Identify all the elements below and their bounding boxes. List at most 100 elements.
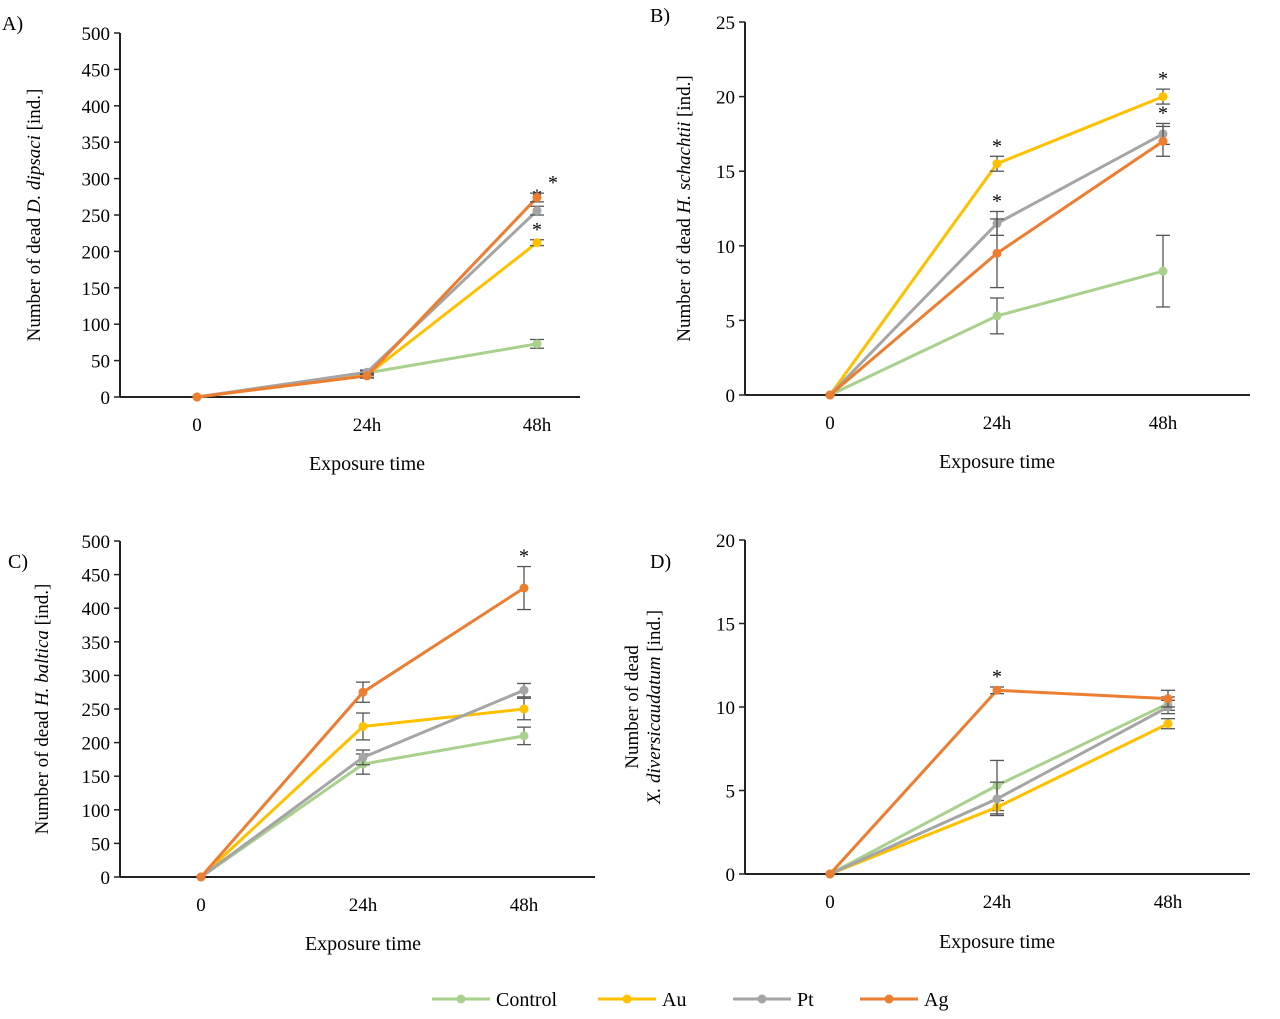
x-tick-label: 24h: [983, 892, 1012, 913]
series-pt: *: [192, 185, 544, 402]
data-point: [519, 731, 529, 741]
y-tick-label: 25: [716, 13, 735, 34]
y-tick-label: 0: [726, 386, 736, 407]
x-axis-title: Exposure time: [305, 933, 421, 955]
x-tick-label: 0: [825, 413, 835, 434]
data-point: [519, 583, 529, 593]
x-tick-label: 48h: [523, 415, 552, 436]
y-tick-label: 20: [716, 531, 735, 552]
y-axis-title: X. diversicaudatum [ind.]: [644, 610, 665, 805]
x-tick-label: 48h: [1149, 413, 1178, 434]
y-tick-label: 250: [82, 700, 111, 721]
legend-item-au: Au: [598, 989, 686, 1011]
y-tick-label: 100: [82, 315, 111, 336]
x-tick-label: 24h: [349, 895, 378, 916]
series-ag: [825, 125, 1170, 400]
x-tick-label: 0: [192, 415, 202, 436]
y-axis-title: Number of dead H. baltica [ind.]: [32, 584, 53, 835]
legend-item-ag: Ag: [860, 989, 948, 1011]
panel-label: A): [2, 13, 23, 35]
data-point: [1158, 136, 1168, 146]
series-au: **: [825, 68, 1170, 400]
panel-b: B) 0 5 10 15 20 25 0 24h 48h Exposure time Number o…: [650, 5, 1250, 473]
y-axis-title: Number of dead D. dipsaci [ind.]: [24, 89, 45, 342]
y-axis-title-part: [ind.]: [674, 75, 695, 121]
series-pt: [196, 682, 531, 882]
series-ag: *: [196, 546, 531, 882]
y-tick-label: 20: [716, 88, 735, 109]
series-control: [825, 234, 1170, 400]
x-axis-title: Exposure time: [309, 453, 425, 475]
data-point: [358, 687, 368, 697]
data-point: [992, 685, 1002, 695]
legend-label: Control: [496, 989, 558, 1011]
significance-marker: *: [1158, 102, 1168, 124]
y-tick-label: 100: [82, 801, 111, 822]
x-tick-label: 24h: [983, 413, 1012, 434]
data-point: [532, 238, 542, 248]
y-tick-label: 500: [82, 24, 111, 45]
x-axis-title: Exposure time: [939, 451, 1055, 473]
x-tick-label: 0: [196, 895, 206, 916]
legend-swatch-marker: [456, 994, 466, 1004]
data-point: [1158, 266, 1168, 276]
significance-marker: *: [519, 546, 529, 568]
data-point: [992, 311, 1002, 321]
panel-label: B): [650, 5, 670, 27]
y-tick-label: 0: [101, 868, 111, 889]
series-line: [829, 705, 1169, 876]
y-axis-title: Number of dead H. schachtii [ind.]: [674, 75, 695, 341]
y-tick-label: 0: [726, 865, 736, 886]
y-tick-label: 150: [82, 767, 111, 788]
panel-c: C) 0 50 100 150 200 250 300 350 400 450 500 0 24h 48h E…: [8, 532, 595, 955]
panel-label: D): [650, 551, 671, 573]
y-tick-label: 10: [716, 237, 735, 258]
x-axis-title: Exposure time: [939, 931, 1055, 953]
y-tick-label: 450: [82, 60, 111, 81]
significance-marker: *: [992, 135, 1002, 157]
legend-swatch-marker: [622, 994, 632, 1004]
y-axis-title-part: H. baltica: [32, 630, 53, 707]
legend-label: Au: [662, 989, 686, 1011]
y-axis-title-part: H. schachtii: [674, 122, 695, 215]
y-tick-label: 250: [82, 206, 111, 227]
y-axis-title-part: [ind.]: [24, 89, 45, 135]
data-point: [362, 371, 372, 381]
y-tick-label: 450: [82, 566, 111, 587]
y-tick-label: 50: [91, 352, 110, 373]
legend-item-control: Control: [432, 989, 558, 1011]
y-tick-label: 400: [82, 599, 111, 620]
legend-label: Pt: [797, 989, 814, 1011]
x-tick-label: 48h: [510, 895, 539, 916]
y-tick-label: 0: [101, 388, 111, 409]
data-point: [825, 390, 835, 400]
significance-marker: *: [992, 666, 1002, 688]
legend-item-pt: Pt: [733, 989, 814, 1011]
data-point: [825, 869, 835, 879]
y-tick-label: 300: [82, 666, 111, 687]
series-line: [196, 196, 539, 399]
data-point: [196, 872, 206, 882]
data-point: [519, 685, 529, 695]
y-axis-title-part: Number of dead: [32, 706, 53, 834]
y-tick-label: 5: [726, 782, 736, 803]
y-tick-label: 350: [82, 133, 111, 154]
x-tick-label: 24h: [353, 415, 382, 436]
y-tick-label: 50: [91, 834, 110, 855]
y-tick-label: 350: [82, 633, 111, 654]
y-tick-label: 15: [716, 162, 735, 183]
series-ag: *: [825, 666, 1175, 879]
legend-label: Ag: [924, 989, 948, 1011]
y-axis-title-part: [ind.]: [32, 584, 53, 630]
y-tick-label: 200: [82, 734, 111, 755]
y-axis-title-part: X. diversicaudatum: [644, 656, 665, 805]
panel-label: C): [8, 551, 28, 573]
data-point: [532, 193, 542, 203]
series-ag: *: [192, 172, 558, 402]
panel-a: A) 0 50 100 150 200 250 300 350 400 450 500 0 24h 48h E…: [2, 13, 580, 475]
significance-marker: *: [992, 190, 1002, 212]
y-tick-label: 150: [82, 279, 111, 300]
series-au: [196, 697, 531, 882]
data-point: [1158, 92, 1168, 102]
